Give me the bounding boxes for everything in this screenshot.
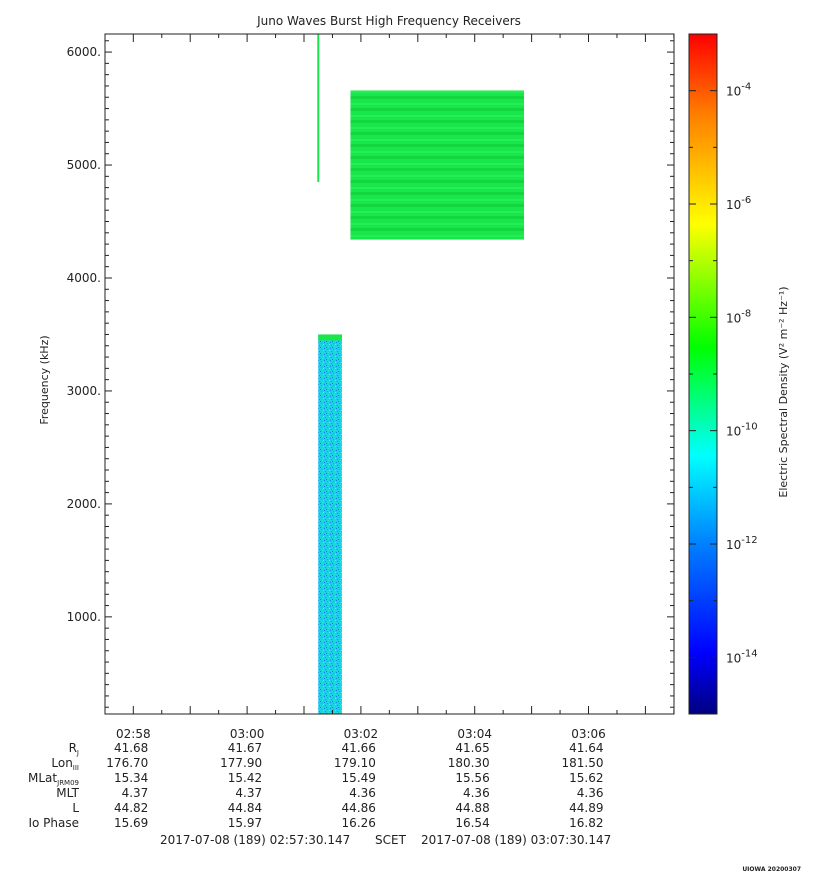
- ephemeris-value: 41.68: [113, 741, 149, 755]
- colorbar-tick-label: 10-10: [726, 422, 758, 439]
- ephemeris-value: 44.82: [113, 801, 149, 815]
- ephemeris-label: L: [72, 801, 79, 815]
- ephemeris-value: 44.84: [227, 801, 263, 815]
- y-axis: 1000. 2000. 3000. 4000. 5000. 6000.: [67, 40, 674, 708]
- ephemeris-value: 15.69: [113, 816, 149, 830]
- colorbar-tick-label: 10-6: [726, 195, 751, 212]
- colorbar-tick-label: 10-4: [726, 82, 751, 99]
- ephemeris-value: 180.30: [447, 756, 490, 770]
- colorbar: [688, 33, 718, 715]
- ephemeris-value: 4.36: [349, 786, 376, 800]
- ephemeris-value: 41.65: [455, 741, 490, 755]
- x-tick-label: 03:04: [457, 727, 492, 741]
- ephemeris-label: MLT: [56, 786, 79, 800]
- y-tick-label: 1000.: [67, 610, 101, 624]
- ephemeris-value: 16.82: [569, 816, 604, 830]
- ephemeris-value: 15.49: [341, 771, 376, 785]
- ephemeris-value: 41.66: [341, 741, 376, 755]
- ephemeris-value: 16.54: [455, 816, 490, 830]
- ephemeris-value: 15.97: [227, 816, 263, 830]
- x-axis: 02:58 03:00 03:02 03:04 03:06: [116, 34, 675, 741]
- ephemeris-label: Io Phase: [28, 816, 79, 830]
- time-end: 2017-07-08 (189) 03:07:30.147: [421, 833, 612, 847]
- ephemeris-label: RJ: [68, 741, 79, 757]
- ephemeris-row: MLatJRM09 15.34 15.42 15.49 15.56 15.62: [0, 771, 815, 787]
- ephemeris-value: 15.42: [227, 771, 263, 785]
- ephemeris-value: 4.36: [462, 786, 490, 800]
- ephemeris-value: 4.37: [235, 786, 263, 800]
- spectrogram-data: [317, 34, 525, 714]
- y-axis-label: Frequency (kHz): [38, 335, 51, 424]
- y-tick-label: 4000.: [67, 271, 101, 285]
- ephemeris-value: 44.88: [455, 801, 490, 815]
- ephemeris-label: LonIII: [51, 756, 79, 772]
- spectrogram-region-spike: [317, 34, 320, 182]
- ephemeris-value: 44.86: [341, 801, 376, 815]
- ephemeris-row: LonIII 176.70 177.90 179.10 180.30 181.50: [0, 756, 815, 772]
- ephemeris-row: MLT 4.37 4.37 4.36 4.36 4.36: [0, 786, 815, 801]
- spectrogram-region-high-band: [350, 90, 525, 240]
- ephemeris-value: 181.50: [561, 756, 604, 770]
- time-start: 2017-07-08 (189) 02:57:30.147: [160, 833, 351, 847]
- low-band-top-edge: [318, 334, 342, 341]
- colorbar-tick-label: 10-12: [726, 535, 758, 552]
- ephemeris-value: 176.70: [106, 756, 149, 770]
- colorbar-axis: 10-14 10-12 10-10 10-8 10-6 10-4: [689, 33, 758, 715]
- chart-title: Juno Waves Burst High Frequency Receiver…: [256, 14, 521, 28]
- time-scet: SCET: [375, 833, 406, 847]
- ephemeris-value: 177.90: [220, 756, 263, 770]
- ephemeris-value: 15.34: [113, 771, 149, 785]
- y-tick-label: 6000.: [67, 45, 101, 59]
- x-tick-label: 03:00: [230, 727, 265, 741]
- ephemeris-value: 4.37: [121, 786, 149, 800]
- ephemeris-value: 44.89: [569, 801, 604, 815]
- x-tick-label: 03:02: [344, 727, 379, 741]
- ephemeris-value: 15.56: [455, 771, 490, 785]
- colorbar-tick-label: 10-8: [726, 308, 751, 325]
- ephemeris-value: 4.36: [576, 786, 604, 800]
- x-tick-label: 03:06: [571, 727, 606, 741]
- ephemeris-value: 41.64: [569, 741, 604, 755]
- ephemeris-value: 179.10: [333, 756, 376, 770]
- y-tick-label: 2000.: [67, 497, 101, 511]
- y-tick-label: 3000.: [67, 384, 101, 398]
- colorbar-label: Electric Spectral Density (V² m⁻² Hz⁻¹): [777, 286, 790, 497]
- y-tick-label: 5000.: [67, 158, 101, 172]
- ephemeris-value: 16.26: [341, 816, 376, 830]
- x-tick-label: 02:58: [116, 727, 151, 741]
- ephemeris-row: RJ 41.68 41.67 41.66 41.65 41.64: [0, 741, 815, 757]
- ephemeris-row: L 44.82 44.84 44.86 44.88 44.89: [0, 801, 815, 816]
- ephemeris-row: Io Phase 15.69 15.97 16.26 16.54 16.82: [0, 816, 815, 831]
- ephemeris-label: MLatJRM09: [28, 771, 79, 787]
- ephemeris-value: 41.67: [227, 741, 263, 755]
- colorbar-tick-label: 10-14: [726, 648, 758, 665]
- ephemeris-value: 15.62: [569, 771, 604, 785]
- footer-tag: UIOWA 20200307: [742, 866, 801, 873]
- spectrogram-region-low-band: [318, 334, 342, 714]
